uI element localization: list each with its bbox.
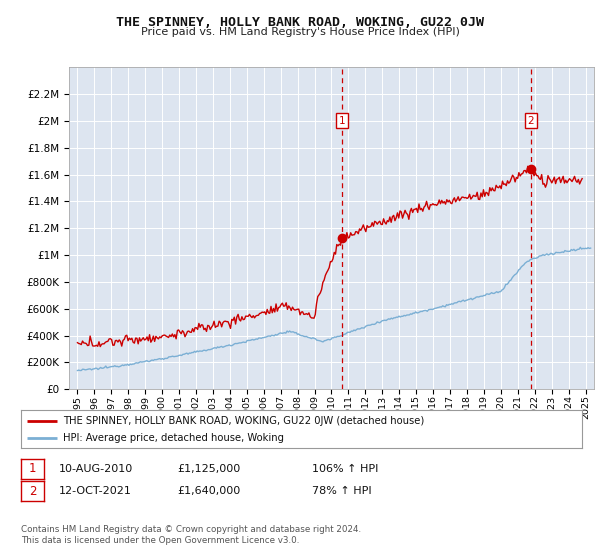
Text: 106% ↑ HPI: 106% ↑ HPI: [312, 464, 379, 474]
Text: £1,640,000: £1,640,000: [177, 486, 240, 496]
Text: 10-AUG-2010: 10-AUG-2010: [59, 464, 133, 474]
Text: THE SPINNEY, HOLLY BANK ROAD, WOKING, GU22 0JW: THE SPINNEY, HOLLY BANK ROAD, WOKING, GU…: [116, 16, 484, 29]
Text: 78% ↑ HPI: 78% ↑ HPI: [312, 486, 371, 496]
Text: 1: 1: [29, 462, 36, 475]
Text: Price paid vs. HM Land Registry's House Price Index (HPI): Price paid vs. HM Land Registry's House …: [140, 27, 460, 37]
Text: HPI: Average price, detached house, Woking: HPI: Average price, detached house, Woki…: [63, 433, 284, 443]
Text: THE SPINNEY, HOLLY BANK ROAD, WOKING, GU22 0JW (detached house): THE SPINNEY, HOLLY BANK ROAD, WOKING, GU…: [63, 416, 424, 426]
Text: Contains HM Land Registry data © Crown copyright and database right 2024.
This d: Contains HM Land Registry data © Crown c…: [21, 525, 361, 545]
Text: 12-OCT-2021: 12-OCT-2021: [59, 486, 131, 496]
Text: 1: 1: [338, 116, 345, 126]
Text: 2: 2: [29, 484, 36, 498]
Text: 2: 2: [527, 116, 535, 126]
Text: £1,125,000: £1,125,000: [177, 464, 240, 474]
